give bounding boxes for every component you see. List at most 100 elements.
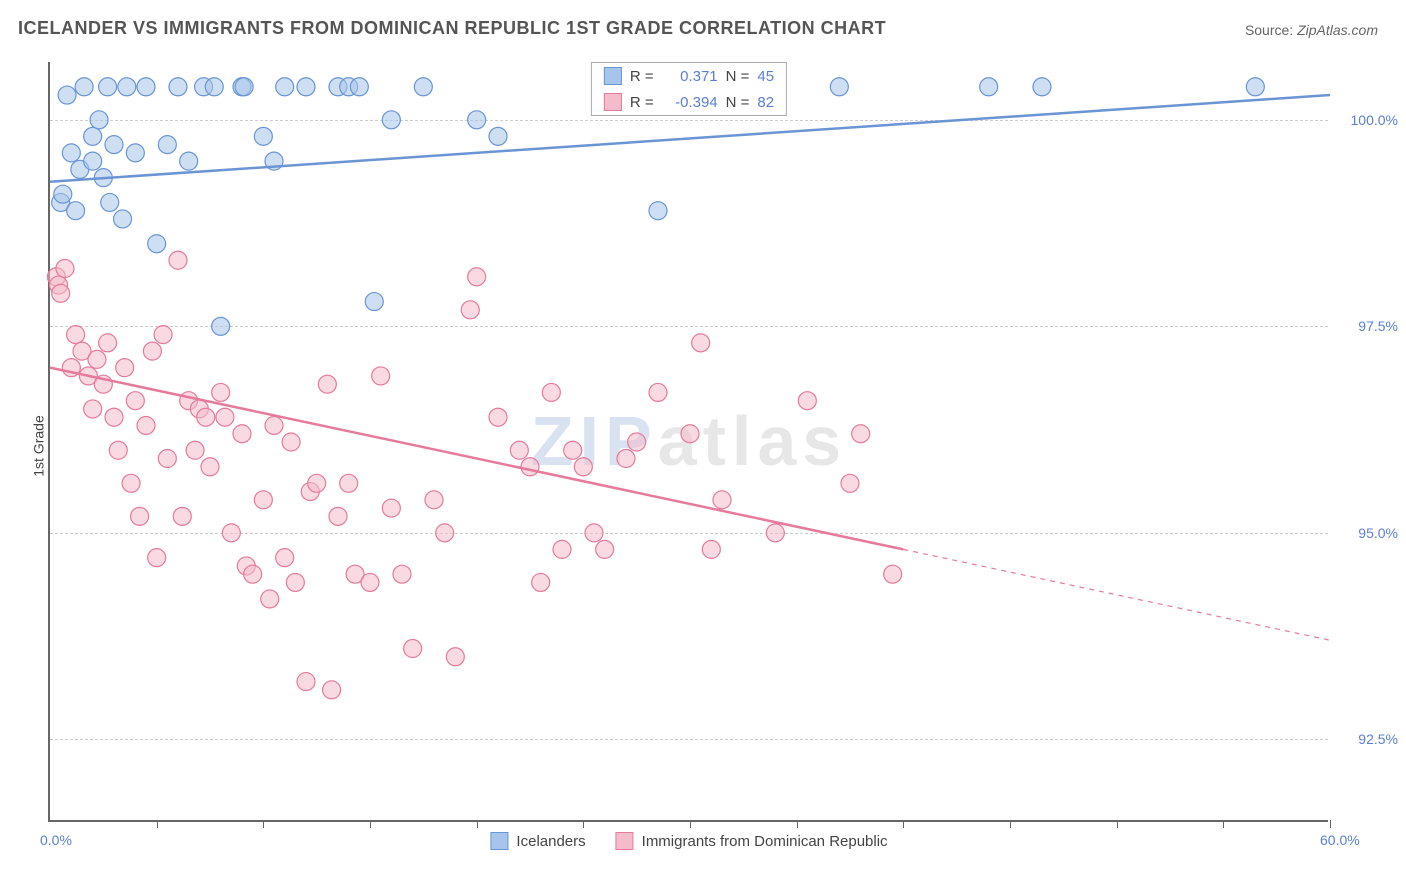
data-point — [84, 127, 102, 145]
data-point — [197, 408, 215, 426]
trend-line-extrapolated — [903, 549, 1330, 640]
data-point — [122, 474, 140, 492]
chart-title: ICELANDER VS IMMIGRANTS FROM DOMINICAN R… — [18, 18, 886, 39]
r-value-dominican: -0.394 — [662, 94, 718, 111]
data-point — [201, 458, 219, 476]
data-point — [118, 78, 136, 96]
data-point — [84, 152, 102, 170]
data-point — [404, 640, 422, 658]
data-point — [169, 251, 187, 269]
x-tick — [263, 820, 264, 828]
data-point — [56, 260, 74, 278]
data-point — [510, 441, 528, 459]
data-point — [186, 441, 204, 459]
data-point — [148, 549, 166, 567]
data-point — [884, 565, 902, 583]
data-point — [553, 540, 571, 558]
legend-row-dominican: R = -0.394 N = 82 — [592, 89, 786, 115]
data-point — [596, 540, 614, 558]
data-point — [1033, 78, 1051, 96]
data-point — [318, 375, 336, 393]
r-label: R = — [630, 94, 654, 111]
x-tick — [690, 820, 691, 828]
swatch-icelanders-bottom — [490, 832, 508, 850]
data-point — [212, 383, 230, 401]
data-point — [90, 111, 108, 129]
x-tick — [1330, 820, 1331, 828]
data-point — [99, 78, 117, 96]
data-point — [532, 573, 550, 591]
data-point — [365, 293, 383, 311]
x-tick — [903, 820, 904, 828]
data-point — [382, 111, 400, 129]
data-point — [521, 458, 539, 476]
x-end-label: 0.0% — [40, 832, 72, 848]
data-point — [233, 425, 251, 443]
data-point — [137, 416, 155, 434]
data-point — [1246, 78, 1264, 96]
data-point — [340, 474, 358, 492]
data-point — [84, 400, 102, 418]
data-point — [297, 673, 315, 691]
data-point — [436, 524, 454, 542]
x-tick — [1010, 820, 1011, 828]
data-point — [105, 136, 123, 154]
data-point — [542, 383, 560, 401]
x-tick — [583, 820, 584, 828]
data-point — [254, 127, 272, 145]
data-point — [54, 185, 72, 203]
data-point — [766, 524, 784, 542]
data-point — [617, 450, 635, 468]
data-point — [323, 681, 341, 699]
swatch-dominican-bottom — [616, 832, 634, 850]
data-point — [265, 416, 283, 434]
data-point — [350, 78, 368, 96]
legend-item-dominican: Immigrants from Dominican Republic — [616, 832, 888, 850]
legend-row-icelanders: R = 0.371 N = 45 — [592, 63, 786, 89]
data-point — [489, 408, 507, 426]
data-point — [628, 433, 646, 451]
data-point — [143, 342, 161, 360]
x-tick — [1117, 820, 1118, 828]
swatch-dominican — [604, 93, 622, 111]
source-prefix: Source: — [1245, 22, 1297, 38]
y-tick-label: 97.5% — [1358, 318, 1398, 334]
legend-item-icelanders: Icelanders — [490, 832, 585, 850]
series-legend: Icelanders Immigrants from Dominican Rep… — [490, 832, 887, 850]
data-point — [489, 127, 507, 145]
data-point — [205, 78, 223, 96]
y-tick-label: 95.0% — [1358, 525, 1398, 541]
data-point — [88, 350, 106, 368]
data-point — [67, 326, 85, 344]
x-tick — [1223, 820, 1224, 828]
data-point — [461, 301, 479, 319]
legend-label-dominican: Immigrants from Dominican Republic — [642, 833, 888, 850]
data-point — [169, 78, 187, 96]
data-point — [109, 441, 127, 459]
data-point — [99, 334, 117, 352]
data-point — [713, 491, 731, 509]
data-point — [212, 317, 230, 335]
x-tick — [797, 820, 798, 828]
data-point — [131, 507, 149, 525]
n-value-dominican: 82 — [757, 94, 774, 111]
data-point — [361, 573, 379, 591]
data-point — [235, 78, 253, 96]
data-point — [446, 648, 464, 666]
data-point — [852, 425, 870, 443]
data-point — [158, 136, 176, 154]
data-point — [649, 383, 667, 401]
data-point — [585, 524, 603, 542]
data-point — [222, 524, 240, 542]
data-point — [114, 210, 132, 228]
data-point — [126, 144, 144, 162]
data-point — [692, 334, 710, 352]
data-point — [137, 78, 155, 96]
x-tick — [370, 820, 371, 828]
legend-label-icelanders: Icelanders — [516, 833, 585, 850]
data-point — [564, 441, 582, 459]
x-end-label: 60.0% — [1320, 832, 1360, 848]
correlation-legend: R = 0.371 N = 45 R = -0.394 N = 82 — [591, 62, 787, 116]
n-label: N = — [726, 94, 750, 111]
data-point — [276, 549, 294, 567]
